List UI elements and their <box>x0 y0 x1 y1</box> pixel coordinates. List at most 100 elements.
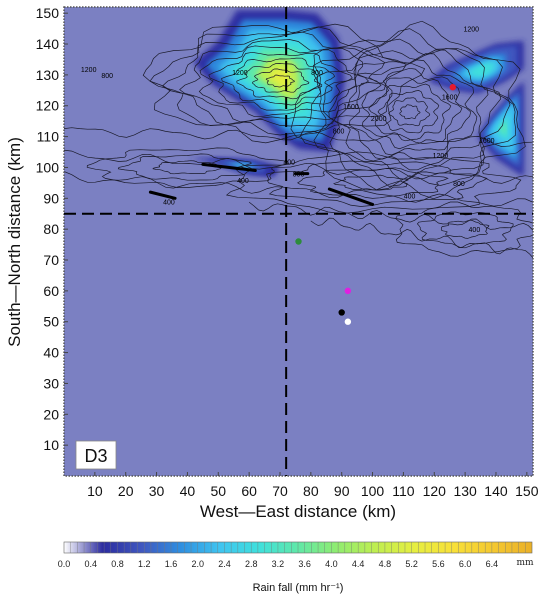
contour-line <box>328 53 489 171</box>
contour-label: 400 <box>237 178 249 185</box>
colorbar-tick-label: 2.0 <box>191 559 204 569</box>
contour-line <box>313 38 511 187</box>
y-tick-label: 70 <box>43 252 59 268</box>
contour-line <box>117 153 252 181</box>
x-tick-label: 80 <box>303 483 319 499</box>
red-site-marker <box>449 84 456 91</box>
contour-label: 400 <box>404 193 416 200</box>
plot-frame <box>63 6 534 477</box>
colorbar-tick-label: 3.2 <box>272 559 285 569</box>
x-tick-label: 120 <box>423 483 447 499</box>
ridge-line <box>201 162 257 173</box>
contour-line <box>86 147 289 188</box>
y-tick-label: 10 <box>43 437 59 453</box>
x-tick-label: 130 <box>453 483 477 499</box>
panel-label: D3 <box>84 446 107 466</box>
contour-line <box>266 160 488 207</box>
colorbar-tick-label: 4.0 <box>325 559 338 569</box>
contour-line <box>248 201 533 231</box>
contour-labels: 1200 800 1200 800 1600 800 400 800 400 400 2000 400… <box>81 27 495 235</box>
y-tick-label: 140 <box>36 36 60 52</box>
x-tick-label: 20 <box>118 483 134 499</box>
colorbar-unit: mm <box>516 558 534 568</box>
panel-label-box <box>75 440 117 470</box>
black-site-marker <box>338 309 345 316</box>
rain-region-3-shell-6 <box>499 121 507 135</box>
contour-line <box>236 63 323 100</box>
colorbar-tick-label: 6.0 <box>459 559 472 569</box>
colorbar-tick-label: 6.4 <box>486 559 499 569</box>
y-tick-label: 110 <box>37 129 60 145</box>
contour-line <box>64 127 533 147</box>
x-tick-label: 140 <box>484 483 508 499</box>
ridge-line <box>148 190 177 200</box>
y-tick-label: 90 <box>43 190 59 206</box>
x-tick-label: 60 <box>241 483 257 499</box>
ridge-lines <box>148 162 375 206</box>
x-tick-label: 110 <box>392 483 415 499</box>
contour-line <box>290 20 526 200</box>
x-tick-label: 90 <box>334 483 350 499</box>
white-site-marker <box>344 318 352 325</box>
y-tick-label: 100 <box>36 159 60 175</box>
y-tick-label: 40 <box>43 345 59 361</box>
x-tick-label: 50 <box>210 483 226 499</box>
y-axis-ticks: 10 20 30 40 50 60 70 80 90 100 110 120 130 140 150 <box>36 5 68 453</box>
contour-label: 1600 <box>343 104 359 111</box>
contour-line <box>161 31 390 127</box>
x-axis-label: West—East distance (km) <box>200 502 396 521</box>
colorbar-tick-label: 5.2 <box>405 559 418 569</box>
colorbar-tick-label: 1.6 <box>165 559 178 569</box>
magenta-site-marker <box>344 287 352 295</box>
contour-line <box>225 151 522 214</box>
contour-label: 400 <box>469 227 481 234</box>
colorbar: 0.0 0.4 0.8 1.2 1.6 2.0 2.4 2.8 3.2 3.6 4.0 4.4 4.8 5… <box>58 541 534 594</box>
site-markers <box>295 84 456 325</box>
contour-line <box>310 217 533 259</box>
contour-label: 800 <box>311 70 323 77</box>
contour-label: 800 <box>293 172 305 179</box>
contour-line <box>297 167 449 199</box>
contour-line <box>64 149 533 184</box>
contour-label: 800 <box>453 181 465 188</box>
y-tick-label: 130 <box>36 67 60 83</box>
contour-label: 1200 <box>433 153 449 160</box>
contour-line <box>221 57 336 106</box>
x-tick-label: 150 <box>515 483 539 499</box>
colorbar-tick-label: 5.6 <box>432 559 445 569</box>
contour-label: 400 <box>163 199 175 206</box>
contour-line <box>348 67 472 156</box>
contour-line <box>333 174 410 191</box>
contour-line <box>361 77 463 150</box>
contour-line <box>368 83 452 142</box>
colorbar-tick-label: 0.8 <box>111 559 124 569</box>
contour-label: 2000 <box>371 116 387 123</box>
y-tick-label: 60 <box>43 283 59 299</box>
colorbar-tick-label: 0.0 <box>58 559 71 569</box>
contour-label: 1200 <box>81 67 97 74</box>
y-axis-label: South—North distance (km) <box>5 137 24 347</box>
contour-label: 800 <box>333 129 345 136</box>
colorbar-tick-label: 0.4 <box>84 559 97 569</box>
contour-line <box>152 160 222 175</box>
colorbar-tick-label: 2.4 <box>218 559 231 569</box>
contour-line <box>395 201 533 257</box>
contour-line <box>377 90 440 134</box>
contour-line <box>322 49 502 180</box>
terrain-contours <box>64 20 533 259</box>
y-tick-label: 50 <box>43 314 59 330</box>
y-tick-label: 120 <box>36 98 60 114</box>
x-axis-ticks: 10 20 30 40 50 60 70 80 90 100 110 120 130 140 150 <box>87 472 539 499</box>
x-tick-label: 30 <box>149 483 165 499</box>
contour-line <box>388 97 431 127</box>
contour-label: 800 <box>101 73 113 80</box>
y-tick-label: 20 <box>43 406 59 422</box>
contour-line <box>440 219 490 239</box>
contour-label: 1600 <box>442 95 458 102</box>
colorbar-ticks: 0.0 0.4 0.8 1.2 1.6 2.0 2.4 2.8 3.2 3.6 4.0 4.4 4.8 5… <box>58 542 526 569</box>
colorbar-tick-label: 4.4 <box>352 559 365 569</box>
y-tick-label: 30 <box>43 375 59 391</box>
contour-line <box>299 28 516 191</box>
colorbar-tick-label: 1.2 <box>138 559 151 569</box>
